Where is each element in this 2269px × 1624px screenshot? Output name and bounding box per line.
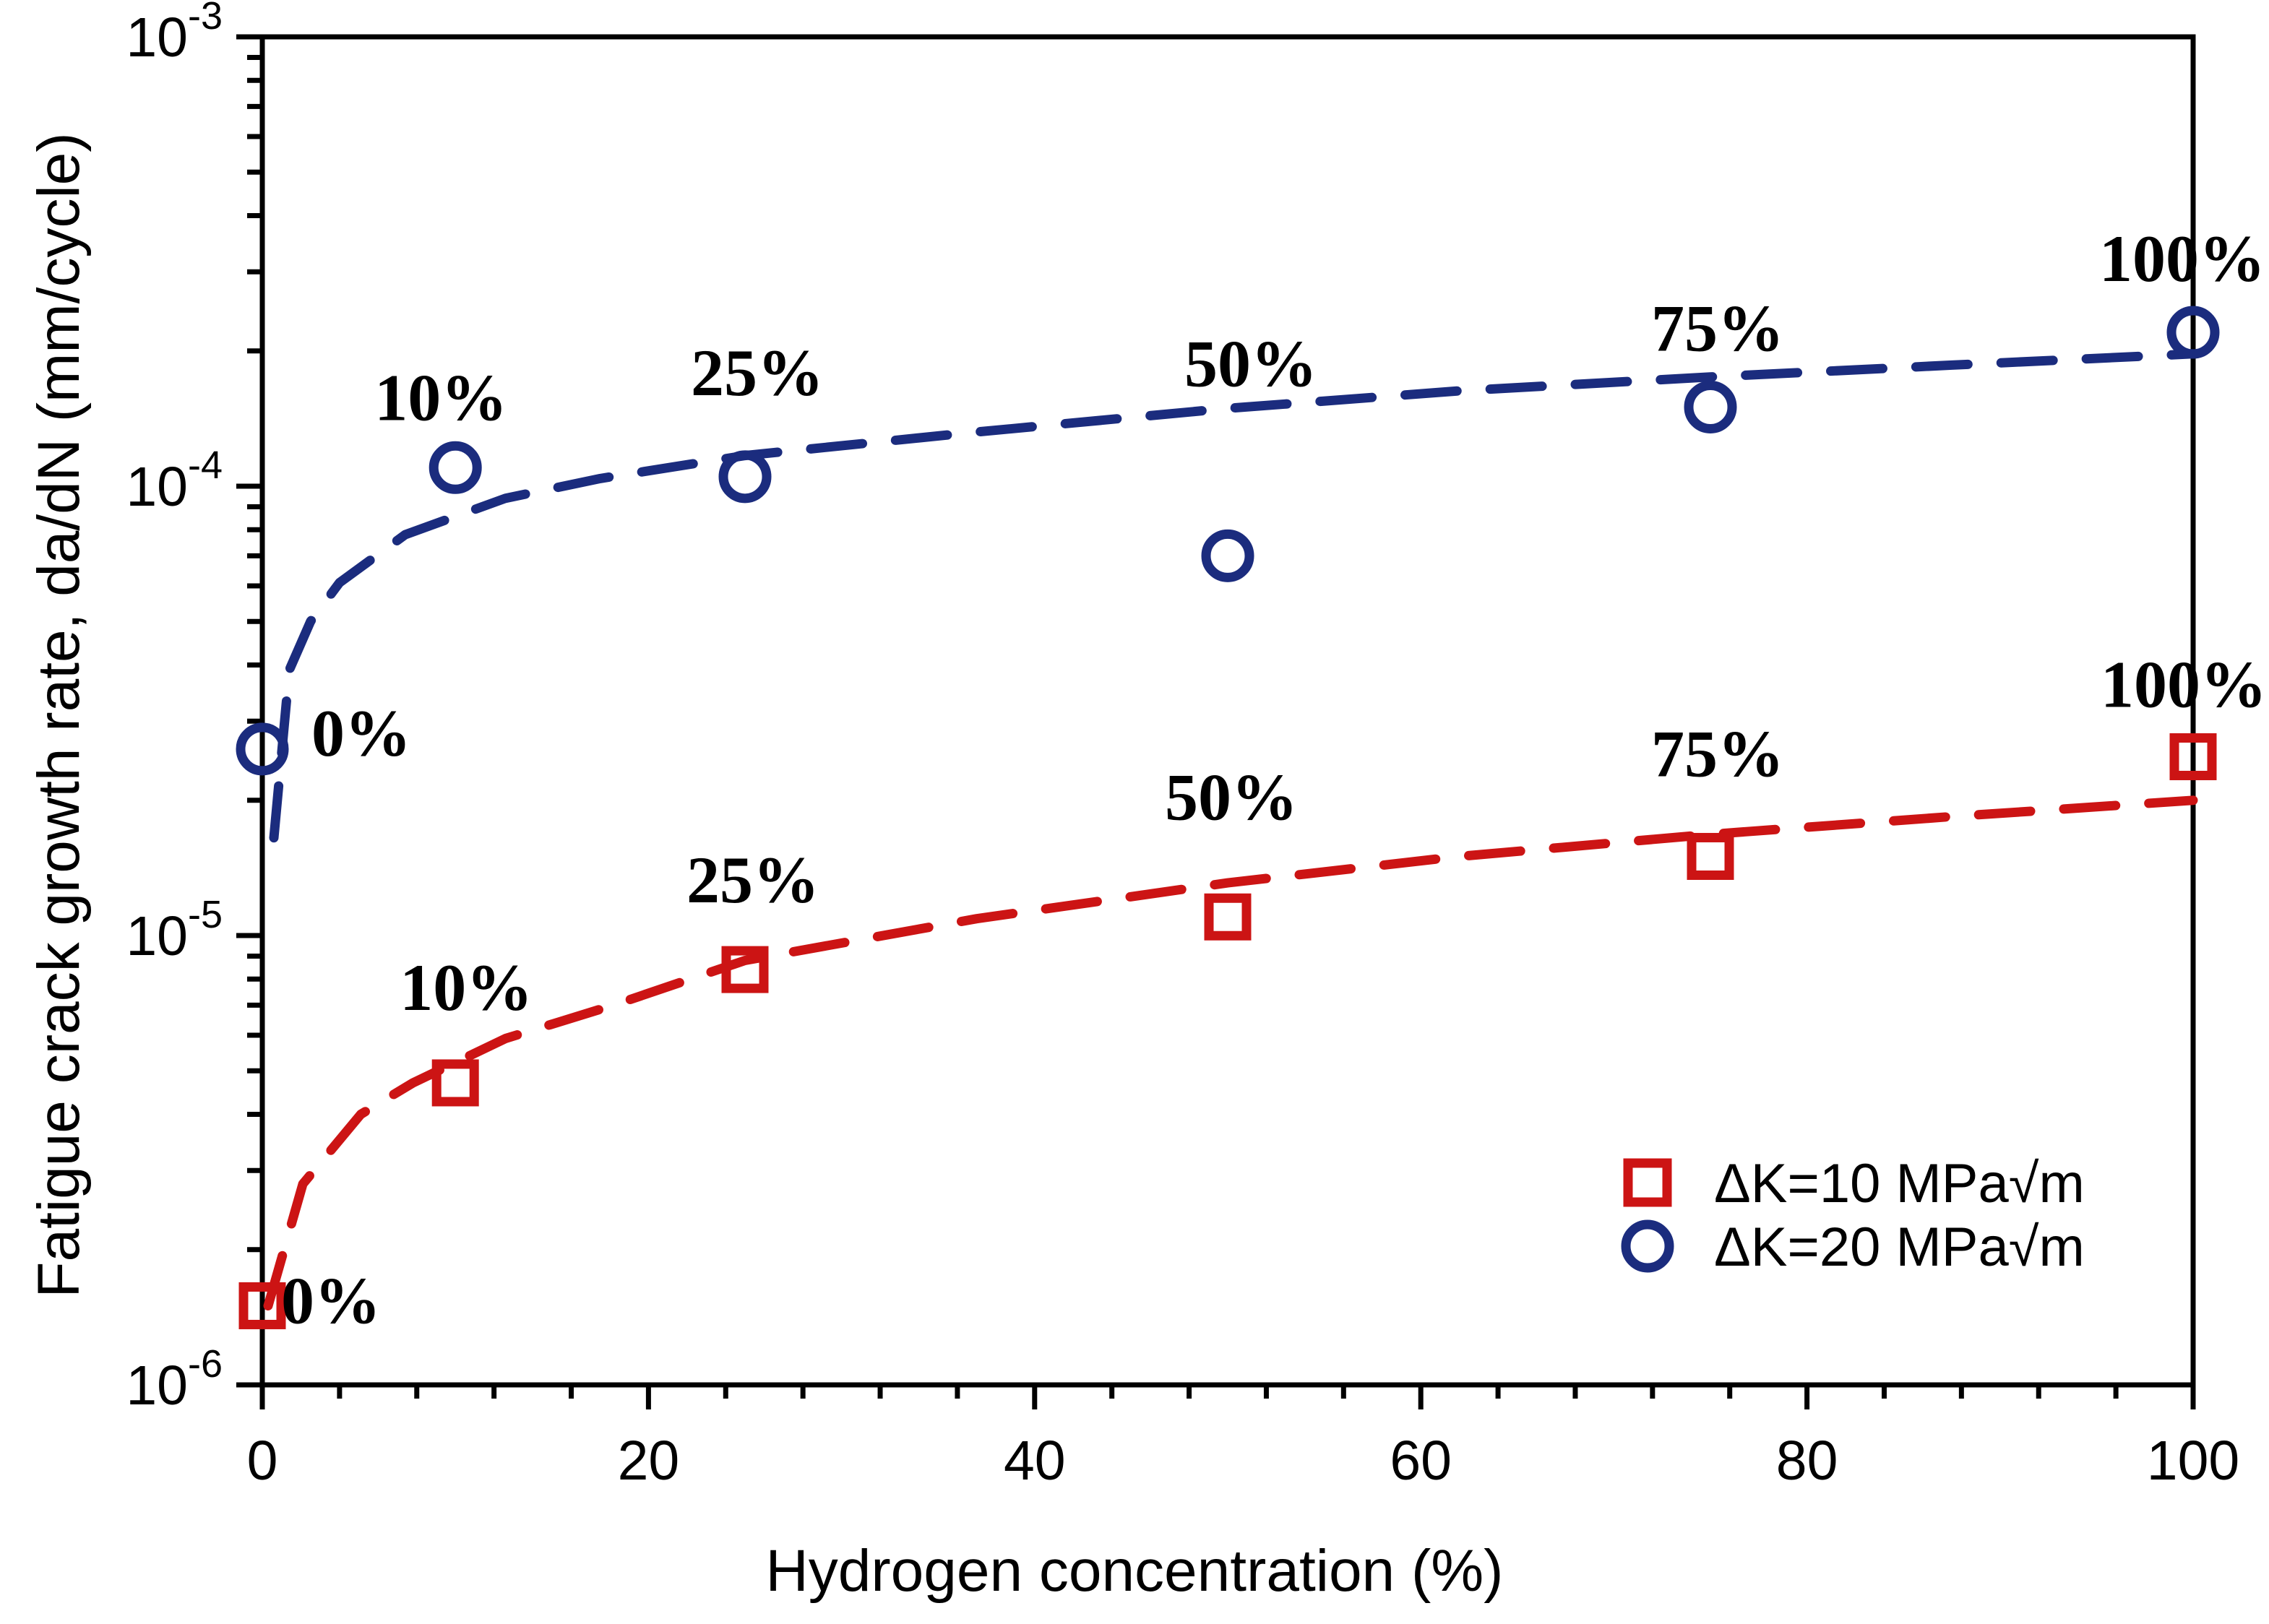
circle-marker	[2166, 306, 2220, 359]
point-label: 0%	[311, 696, 411, 770]
circle-marker	[429, 441, 482, 494]
trend-line-dk10	[263, 795, 2198, 1310]
y-axis-title: Fatigue crack growth rate, da/dN (mm/cyc…	[26, 132, 92, 1298]
y-tick-label: 10-3	[126, 0, 223, 69]
circle-marker	[718, 450, 772, 504]
point-label: 75%	[1651, 717, 1784, 790]
point-label: 50%	[1165, 760, 1298, 834]
trend-lines	[263, 349, 2198, 1310]
point-label: 50%	[1184, 327, 1317, 400]
x-tick-label: 20	[618, 1430, 680, 1492]
axis-tick-labels: 0 20 40 60 80 100 10-3 10-4 10-5 10-6	[126, 0, 2239, 1492]
legend-circle-marker	[1621, 1219, 1674, 1273]
square-marker	[1204, 893, 1252, 941]
square-marker	[238, 1282, 286, 1329]
x-tick-label: 40	[1004, 1430, 1066, 1492]
point-label: 25%	[686, 843, 819, 917]
x-tick-label: 80	[1776, 1430, 1838, 1492]
circle-marker	[1201, 529, 1254, 582]
x-tick-label: 100	[2147, 1430, 2239, 1492]
data-points	[236, 306, 2220, 1329]
point-label: 0%	[281, 1264, 381, 1337]
square-marker	[721, 946, 769, 993]
circle-marker	[1684, 380, 1737, 433]
circle-marker	[236, 722, 289, 776]
axis-ticks	[236, 34, 2196, 1409]
legend-square-marker	[1623, 1158, 1672, 1207]
legend: ΔK=10 MPa√mΔK=20 MPa√m	[1621, 1153, 2085, 1278]
x-tick-label: 0	[247, 1430, 278, 1492]
y-tick-label: 10-6	[126, 1342, 223, 1417]
square-marker	[2169, 733, 2217, 780]
y-tick-label: 10-4	[126, 444, 223, 518]
plot-border	[259, 34, 2196, 1388]
point-label: 25%	[691, 336, 824, 410]
legend-label: ΔK=20 MPa√m	[1714, 1217, 2085, 1278]
trend-line-dk20	[269, 349, 2198, 843]
plot-frame	[259, 34, 2196, 1388]
point-label: 10%	[374, 360, 507, 434]
x-axis-title: Hydrogen concentration (%)	[765, 1538, 1504, 1604]
square-marker	[431, 1059, 479, 1107]
data-point-labels: 0% 10% 25% 50% 75% 100% 0% 10% 25% 50% 75% 100%	[281, 222, 2267, 1337]
x-tick-label: 60	[1390, 1430, 1452, 1492]
point-label: 10%	[400, 951, 533, 1024]
point-label: 75%	[1651, 291, 1784, 365]
point-label: 100%	[2101, 647, 2267, 721]
square-marker	[1687, 832, 1734, 880]
legend-label: ΔK=10 MPa√m	[1714, 1153, 2085, 1214]
point-label: 100%	[2099, 222, 2265, 295]
y-tick-label: 10-5	[126, 893, 223, 967]
